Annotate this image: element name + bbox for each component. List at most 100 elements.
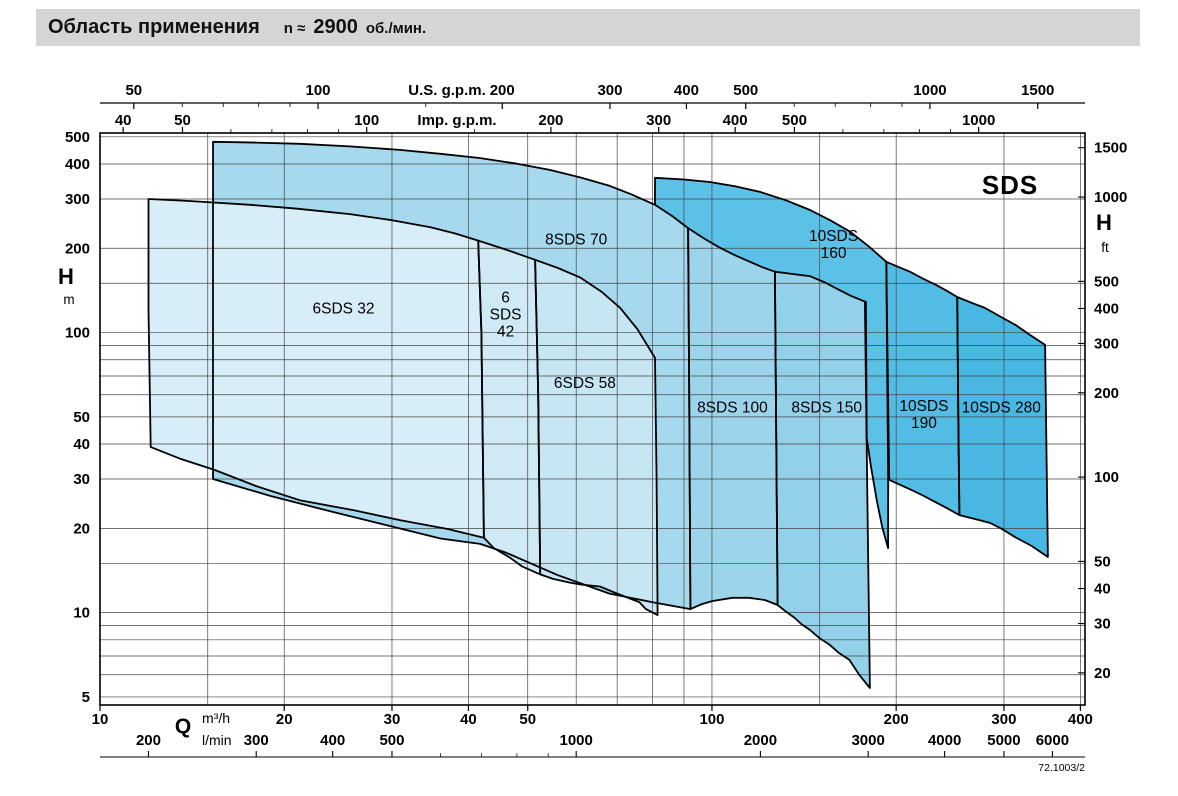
speed-prefix: n ≈ bbox=[283, 20, 306, 37]
imp-gpm-tick-label: 200 bbox=[538, 112, 563, 129]
region-label-6sds-58: 6SDS 58 bbox=[554, 375, 616, 392]
region-label-line: 160 bbox=[821, 245, 847, 262]
imp-gpm-tick-label: 100 bbox=[354, 112, 379, 129]
h-ft-axis-unit: ft bbox=[1101, 240, 1109, 255]
region-10sds-160-fill bbox=[655, 177, 889, 549]
region-10sds-280-outline bbox=[956, 296, 1049, 558]
region-6-sds-42-fill bbox=[478, 240, 541, 575]
imp-gpm-tick-label: 1000 bbox=[962, 112, 995, 129]
region-6sds-32-fill bbox=[148, 199, 484, 538]
h-m-tick-label: 200 bbox=[65, 240, 90, 257]
h-ft-tick-label: 30 bbox=[1094, 616, 1111, 633]
region-label-6sds-32: 6SDS 32 bbox=[312, 300, 374, 317]
q-m3h-tick-label: 50 bbox=[519, 711, 536, 728]
imp-gpm-tick-label: 300 bbox=[646, 112, 671, 129]
h-m-tick-label: 5 bbox=[82, 689, 90, 706]
region-label-line: 10SDS 280 bbox=[962, 400, 1042, 417]
q-m3h-tick-label: 400 bbox=[1068, 711, 1093, 728]
q-axis-title: Q bbox=[175, 715, 191, 738]
region-label-line: 10SDS bbox=[899, 398, 948, 415]
h-m-axis-unit: m bbox=[63, 292, 74, 307]
region-label-line: 6SDS 58 bbox=[554, 375, 616, 392]
chart-title: Область применения bbox=[48, 16, 260, 38]
lmin-tick-label: 6000 bbox=[1036, 732, 1069, 749]
speed-value: 2900 bbox=[313, 16, 358, 38]
region-10sds-160-outline bbox=[654, 176, 890, 549]
h-ft-tick-label: 200 bbox=[1094, 385, 1119, 402]
q-m3h-tick-label: 40 bbox=[460, 711, 477, 728]
chart-title-bar: Область применения n ≈ 2900 об./мин. bbox=[36, 9, 1140, 46]
h-ft-tick-label: 40 bbox=[1094, 581, 1111, 598]
h-ft-tick-label: 1500 bbox=[1094, 140, 1127, 157]
h-m-axis-title: H bbox=[58, 264, 74, 289]
h-m-tick-label: 300 bbox=[65, 191, 90, 208]
series-brand-label: SDS bbox=[982, 170, 1038, 200]
region-label-6-sds-42: 6 SDS 42 bbox=[490, 290, 522, 341]
us-gpm-tick-label: 50 bbox=[125, 82, 142, 99]
us-gpm-tick-label: 500 bbox=[733, 82, 758, 99]
region-label-line: 8SDS 100 bbox=[697, 400, 768, 417]
region-label-line: 10SDS bbox=[809, 228, 858, 245]
imp-gpm-axis-title: Imp. g.p.m. bbox=[417, 112, 496, 129]
h-m-tick-label: 100 bbox=[65, 325, 90, 342]
plot-border bbox=[99, 132, 1086, 706]
us-gpm-tick-label: 100 bbox=[305, 82, 330, 99]
region-6-sds-42-outline bbox=[477, 239, 542, 576]
region-label-8sds-100: 8SDS 100 bbox=[697, 400, 768, 417]
us-gpm-tick-label: 400 bbox=[674, 82, 699, 99]
h-m-tick-label: 50 bbox=[73, 409, 90, 426]
speed-units: об./мин. bbox=[365, 20, 427, 37]
region-label-line: 8SDS 150 bbox=[791, 400, 862, 417]
region-label-line: SDS bbox=[490, 307, 522, 324]
region-label-10sds-160: 10SDS 160 bbox=[809, 228, 858, 262]
h-ft-tick-label: 1000 bbox=[1094, 189, 1127, 206]
q-m3h-tick-label: 20 bbox=[276, 711, 293, 728]
region-label-line: 8SDS 70 bbox=[545, 231, 607, 248]
h-ft-axis-title: H bbox=[1096, 210, 1112, 235]
region-label-10sds-280: 10SDS 280 bbox=[962, 400, 1042, 417]
h-ft-tick-label: 50 bbox=[1094, 553, 1111, 570]
imp-gpm-tick-label: 50 bbox=[174, 112, 191, 129]
lmin-tick-label: 5000 bbox=[987, 732, 1020, 749]
region-10sds-190-fill bbox=[886, 261, 960, 516]
lmin-tick-label: 200 bbox=[136, 732, 161, 749]
h-ft-tick-label: 20 bbox=[1094, 665, 1111, 682]
h-m-tick-label: 40 bbox=[73, 436, 90, 453]
q-m3h-tick-label: 100 bbox=[699, 711, 724, 728]
lmin-tick-label: 300 bbox=[244, 732, 269, 749]
us-gpm-axis-title: U.S. g.p.m. bbox=[408, 82, 486, 99]
lmin-tick-label: 2000 bbox=[744, 732, 777, 749]
us-gpm-tick-label: 300 bbox=[597, 82, 622, 99]
region-label-10sds-190: 10SDS 190 bbox=[899, 398, 948, 432]
imp-gpm-tick-label: 500 bbox=[782, 112, 807, 129]
region-label-line: 190 bbox=[911, 415, 937, 432]
us-gpm-tick-label: 1500 bbox=[1021, 82, 1054, 99]
h-ft-tick-label: 400 bbox=[1094, 300, 1119, 317]
q-m3h-tick-label: 10 bbox=[92, 711, 109, 728]
h-m-tick-label: 20 bbox=[73, 520, 90, 537]
lmin-tick-label: 4000 bbox=[928, 732, 961, 749]
q-m3h-unit: m³/h bbox=[202, 710, 230, 726]
doc-number: 72.1003/2 bbox=[1038, 762, 1085, 774]
region-label-8sds-150: 8SDS 150 bbox=[791, 400, 862, 417]
lmin-tick-label: 3000 bbox=[851, 732, 884, 749]
region-8sds-150-outline bbox=[774, 270, 871, 689]
grid bbox=[100, 133, 1085, 705]
imp-gpm-tick-label: 400 bbox=[723, 112, 748, 129]
region-label-line: 42 bbox=[497, 324, 514, 341]
us-gpm-tick-label: 1000 bbox=[913, 82, 946, 99]
lmin-tick-label: 500 bbox=[379, 732, 404, 749]
region-label-line: 6SDS 32 bbox=[312, 300, 374, 317]
region-10sds-280-fill bbox=[957, 297, 1048, 557]
q-m3h-tick-label: 200 bbox=[884, 711, 909, 728]
imp-gpm-tick-label: 40 bbox=[115, 112, 132, 129]
region-label-line: 6 bbox=[501, 290, 510, 307]
h-ft-tick-label: 300 bbox=[1094, 335, 1119, 352]
h-m-tick-label: 500 bbox=[65, 129, 90, 146]
region-label-8sds-70: 8SDS 70 bbox=[545, 231, 607, 248]
q-m3h-tick-label: 30 bbox=[384, 711, 401, 728]
